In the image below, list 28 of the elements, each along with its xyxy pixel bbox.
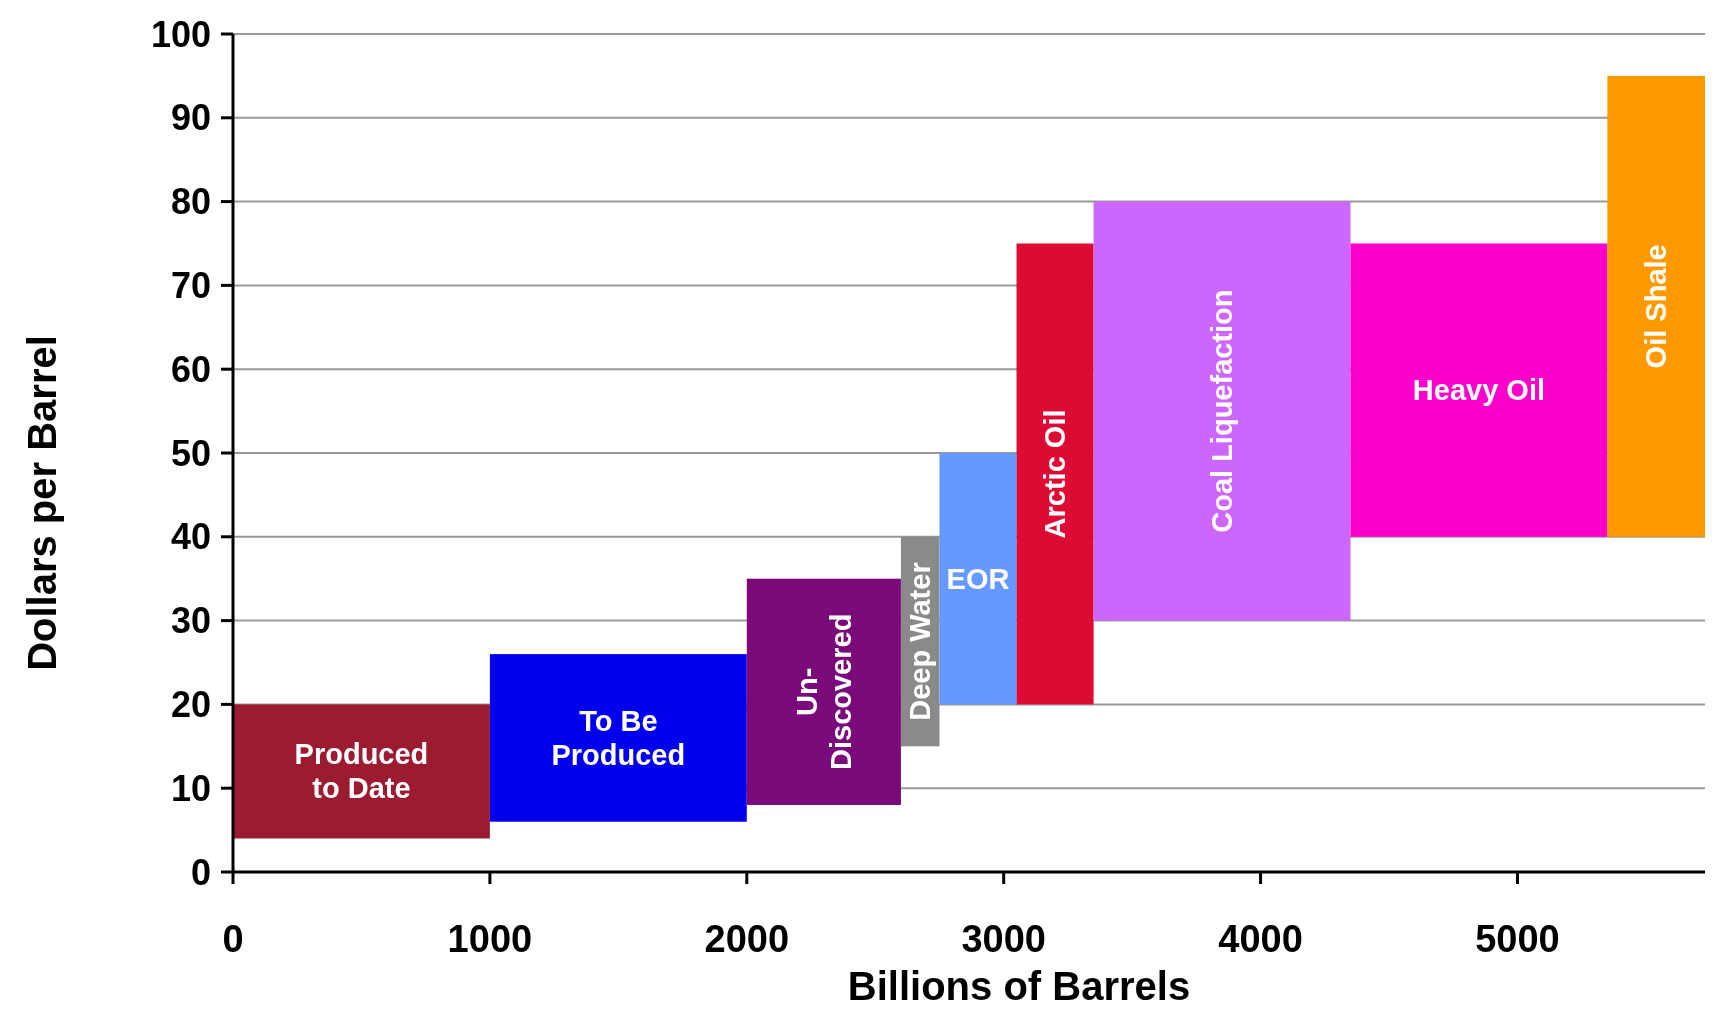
x-tick-label: 3000 — [961, 918, 1046, 960]
category-label: Arctic Oil — [1039, 409, 1072, 539]
category-label: Heavy Oil — [1412, 374, 1546, 407]
category-label: Oil Shale — [1640, 244, 1673, 369]
y-tick-label: 0 — [190, 851, 211, 893]
category-label: Produced to Date — [294, 738, 429, 805]
category-label: Un- Discovered — [790, 613, 857, 771]
y-tick-label: 20 — [170, 684, 211, 725]
x-tick-label: 1000 — [447, 918, 533, 960]
x-tick-label: 4000 — [1218, 918, 1303, 960]
x-axis-title: Billions of Barrels — [847, 964, 1191, 1008]
y-tick-label: 70 — [170, 265, 211, 306]
y-tick-label: 10 — [170, 767, 211, 809]
x-tick-label: 5000 — [1475, 918, 1560, 960]
category-label: To Be Produced — [551, 704, 686, 771]
y-axis-title: Dollars per Barrel — [20, 335, 64, 671]
y-tick-label: 80 — [170, 181, 211, 223]
category-label: Deep Water — [904, 562, 937, 721]
category-label: Coal Liquefaction — [1206, 289, 1239, 533]
y-tick-label: 100 — [150, 13, 211, 55]
y-tick-label: 90 — [170, 97, 211, 139]
x-tick-label: 2000 — [704, 918, 790, 960]
y-tick-label: 60 — [170, 348, 211, 390]
y-tick-label: 40 — [170, 516, 211, 558]
x-tick-label: 0 — [222, 918, 244, 960]
y-tick-label: 50 — [170, 432, 211, 474]
category-label: EOR — [946, 562, 1010, 595]
y-tick-label: 30 — [170, 600, 211, 642]
